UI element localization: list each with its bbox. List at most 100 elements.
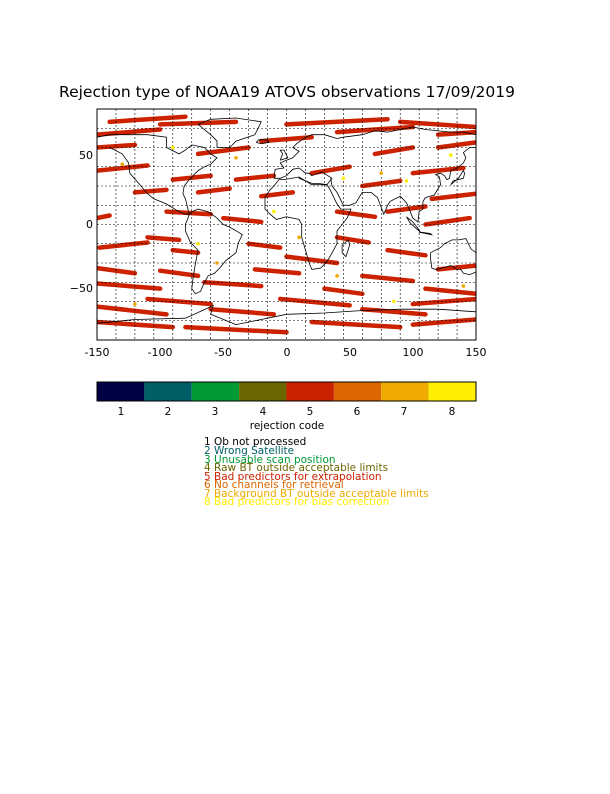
- rejection-track: [145, 296, 213, 307]
- colorbar-tick-labels: 1 2 3 4 5 6 7 8: [118, 406, 456, 418]
- rejection-track: [252, 267, 302, 276]
- y-axis: 50 0 −50: [70, 149, 93, 295]
- rejection-track: [360, 178, 403, 189]
- coastline: [264, 176, 352, 270]
- coastline: [273, 167, 333, 186]
- rejection-track: [385, 204, 428, 214]
- colorbar-tick-label: 7: [401, 406, 408, 418]
- colorbar-swatch: [381, 382, 429, 401]
- rejection-track: [410, 296, 476, 307]
- rejection-point: [335, 274, 339, 278]
- x-tick-label: 0: [284, 346, 291, 359]
- coastline: [430, 238, 476, 276]
- coastline: [185, 208, 243, 295]
- rejection-track: [372, 145, 416, 157]
- colorbar-tick-label: 3: [212, 406, 219, 418]
- coastline: [279, 149, 289, 161]
- coastline: [406, 216, 421, 233]
- rejection-point: [196, 241, 200, 246]
- colorbar-tick-label: 8: [449, 406, 456, 418]
- rejection-point: [234, 155, 238, 160]
- coastlines: [97, 117, 507, 326]
- rejection-point: [379, 171, 384, 175]
- rejection-track: [97, 163, 150, 173]
- x-tick-label: -100: [148, 346, 173, 359]
- rejection-track: [132, 187, 169, 195]
- y-tick-label: 50: [79, 149, 93, 162]
- rejection-track: [233, 173, 277, 182]
- rejection-track: [309, 164, 352, 176]
- x-tick-label: -50: [214, 346, 232, 359]
- rejection-track: [97, 240, 150, 250]
- legend-entry: 8 Bad predictors for bias correction: [204, 496, 389, 508]
- rejection-point: [215, 261, 219, 265]
- x-axis: -150 -100 -50 0 50 100 150: [85, 346, 487, 359]
- coastline: [419, 231, 434, 236]
- rejection-track: [97, 319, 176, 330]
- legend-entry: 2 Wrong Satellite: [204, 445, 294, 457]
- rejection-track: [423, 215, 472, 227]
- legend-entry: 5 Bad predictors for extrapolation: [204, 471, 382, 483]
- legend: 1 Ob not processed 2 Wrong Satellite 3 U…: [204, 436, 429, 508]
- coastline: [97, 304, 476, 326]
- rejection-tracks: [97, 114, 476, 335]
- rejection-track: [284, 117, 390, 127]
- coastline: [496, 272, 507, 284]
- colorbar-swatch: [239, 382, 287, 401]
- rejection-point: [171, 145, 175, 150]
- rejection-track: [334, 235, 371, 245]
- rejection-track: [410, 317, 476, 327]
- colorbar-swatch: [144, 382, 192, 401]
- map-frame: [96, 108, 477, 341]
- rejection-point: [392, 299, 396, 304]
- chart-title: Rejection type of NOAA19 ATOVS observati…: [59, 83, 515, 101]
- rejection-track: [157, 119, 239, 127]
- rejection-track: [423, 286, 476, 297]
- rejection-track: [334, 124, 416, 135]
- rejection-point: [272, 209, 276, 214]
- rejection-track: [435, 263, 476, 272]
- legend-entry: 4 Raw BT outside acceptable limits: [204, 462, 388, 474]
- x-tick-label: -150: [85, 346, 110, 359]
- x-tick-label: 50: [343, 346, 357, 359]
- legend-entry: 6 No channels for retrieval: [204, 479, 344, 491]
- colorbar-swatch: [286, 382, 334, 401]
- coastline: [255, 139, 270, 145]
- rejection-track: [246, 241, 283, 250]
- coastline: [197, 117, 262, 148]
- map-plot-area: [96, 108, 507, 341]
- coastline: [450, 169, 466, 186]
- colorbar: [96, 381, 477, 402]
- rejection-point: [448, 153, 453, 157]
- colorbar-tick-label: 4: [260, 406, 267, 418]
- rejection-point: [297, 235, 301, 240]
- rejection-point: [404, 179, 409, 183]
- colorbar-frame: [96, 381, 477, 402]
- y-tick-label: −50: [70, 282, 93, 295]
- x-tick-label: 150: [466, 346, 487, 359]
- rejection-track: [97, 281, 163, 291]
- rejection-track: [397, 119, 476, 130]
- colorbar-swatch: [428, 382, 476, 401]
- x-tick-label: 100: [403, 346, 424, 359]
- colorbar-tick-label: 1: [118, 406, 125, 418]
- coastline: [341, 239, 351, 258]
- rejection-track: [170, 247, 201, 255]
- coastline: [273, 126, 476, 179]
- rejection-track: [360, 273, 416, 284]
- colorbar-swatch: [97, 382, 145, 401]
- legend-entry: 7 Background BT outside acceptable limit…: [204, 488, 429, 500]
- rejection-track: [145, 235, 182, 243]
- colorbar-tick-label: 2: [165, 406, 172, 418]
- rejection-track: [208, 306, 277, 317]
- y-tick-label: 0: [86, 218, 93, 231]
- colorbar-tick-label: 5: [307, 406, 314, 418]
- rejection-track: [195, 145, 251, 157]
- rejection-track: [195, 186, 232, 195]
- rejection-point: [120, 162, 125, 166]
- rejection-track: [334, 209, 378, 220]
- colorbar-swatch: [333, 382, 382, 401]
- legend-entry: 3 Unusable scan position: [204, 454, 336, 466]
- rejection-track: [202, 280, 264, 289]
- rejection-track: [284, 254, 340, 266]
